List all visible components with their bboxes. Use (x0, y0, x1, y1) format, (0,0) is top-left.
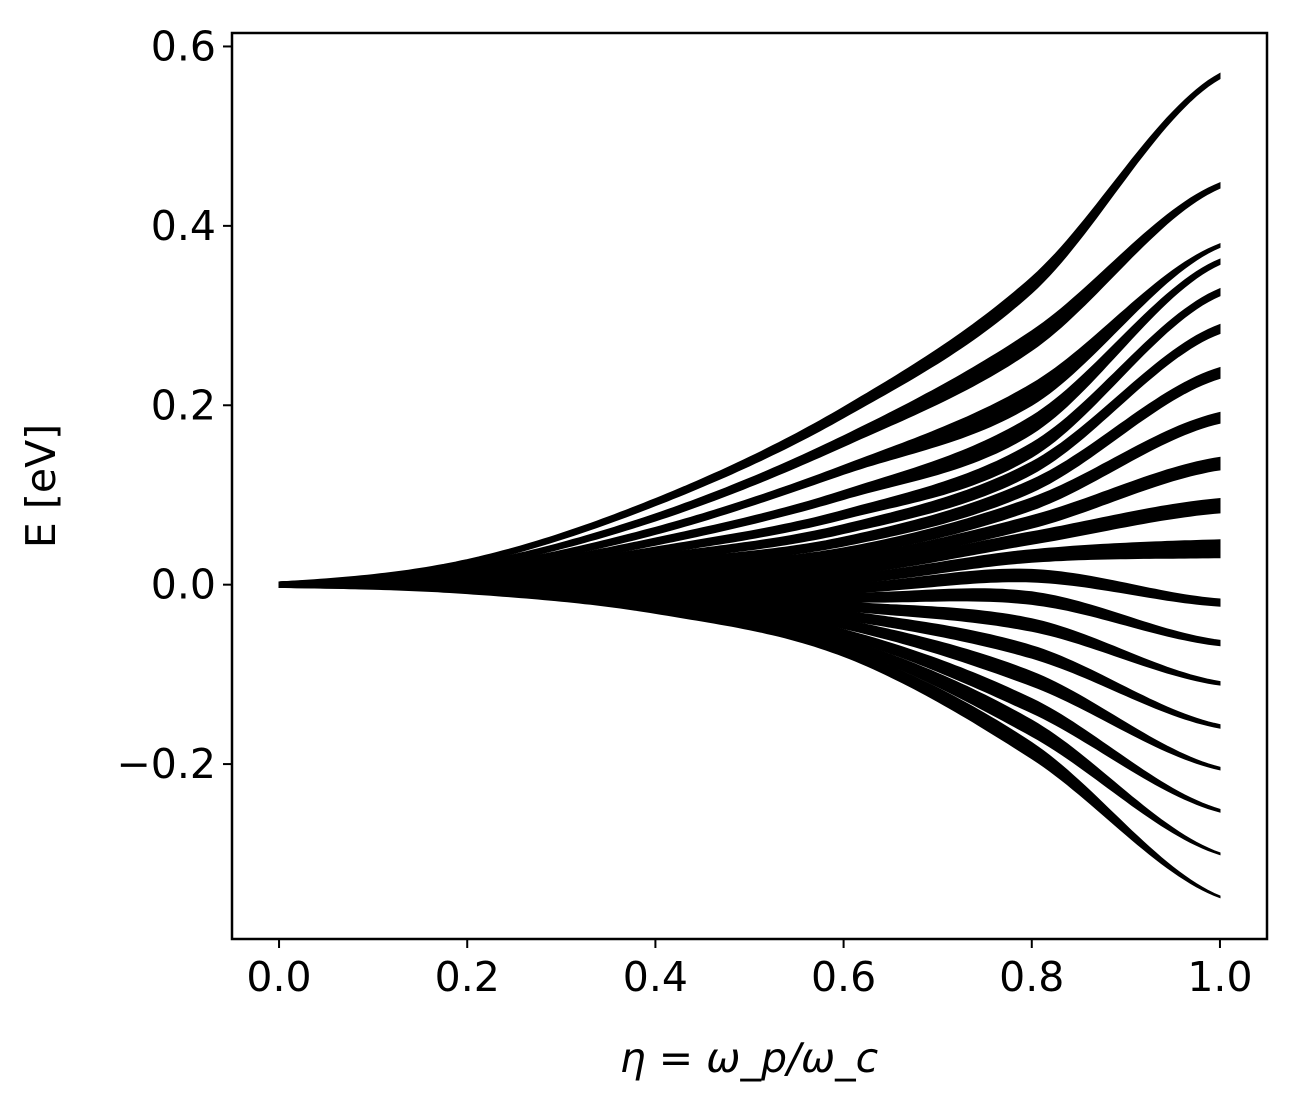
y-axis: −0.2 0.0 0.2 0.4 0.6 (116, 22, 232, 788)
band-series-1 (278, 72, 1221, 588)
y-tick-label: 0.2 (151, 381, 216, 429)
x-tick-label: 0.0 (246, 953, 311, 1001)
plot-frame (230, 31, 1269, 941)
y-tick-label: 0.6 (151, 22, 216, 70)
band-series-3 (278, 243, 1221, 588)
x-tick-label: 1.0 (1187, 953, 1252, 1001)
y-tick-label: 0.4 (151, 202, 216, 250)
x-tick-label: 0.8 (999, 953, 1064, 1001)
band-series-19 (278, 581, 1221, 899)
y-tick-label: 0.0 (151, 561, 216, 609)
band-series-2 (278, 182, 1221, 588)
x-tick-label: 0.2 (435, 953, 500, 1001)
y-tick-label: −0.2 (116, 740, 216, 788)
y-axis-label: E [eV] (17, 424, 65, 548)
series-layer (278, 72, 1221, 899)
x-axis: 0.0 0.2 0.4 0.6 0.8 1.0 (246, 939, 1253, 1001)
x-axis-label: η = ω_p/ω_c (620, 1034, 878, 1082)
x-tick-label: 0.6 (811, 953, 876, 1001)
x-tick-label: 0.4 (623, 953, 688, 1001)
